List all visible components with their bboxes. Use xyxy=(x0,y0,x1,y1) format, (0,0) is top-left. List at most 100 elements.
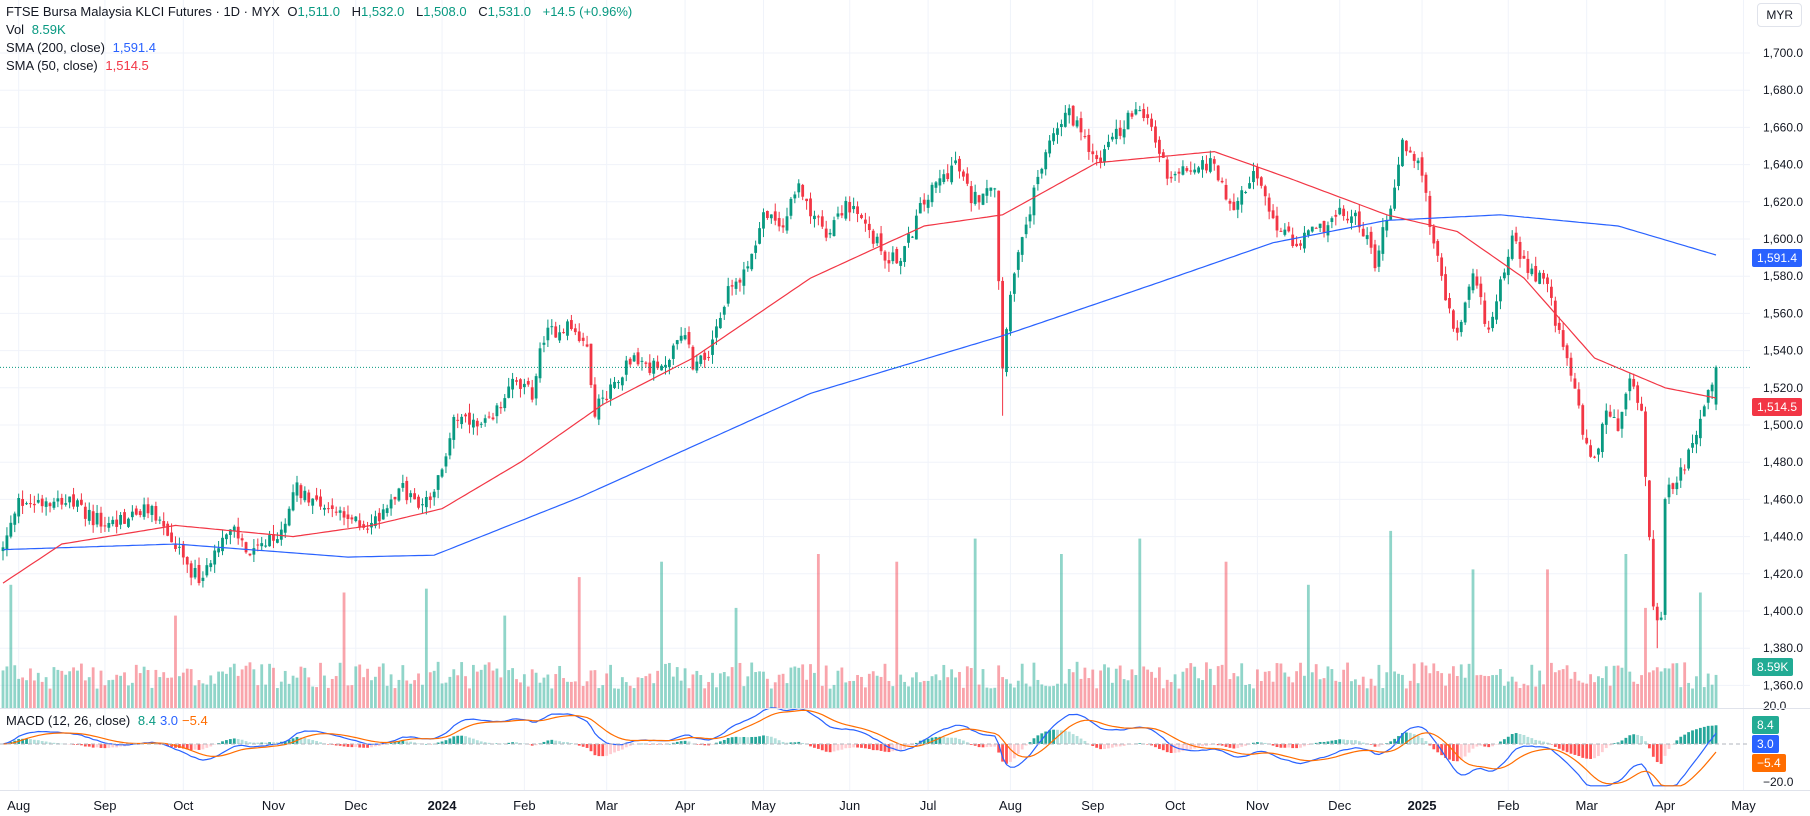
volume-bar xyxy=(1354,679,1357,708)
candle-body xyxy=(299,485,303,499)
volume-bar xyxy=(962,687,965,708)
candle-body xyxy=(907,233,910,243)
candle-body xyxy=(287,508,291,526)
macd-histogram-bar xyxy=(942,736,946,744)
candle-body xyxy=(593,384,597,417)
candle-body xyxy=(1463,302,1467,323)
candle-body xyxy=(1436,241,1440,256)
volume-bar xyxy=(507,670,511,708)
macd-histogram-bar xyxy=(29,739,32,744)
volume-bar xyxy=(1048,686,1052,708)
macd-histogram-bar xyxy=(907,744,910,747)
volume-legend[interactable]: Vol 8.59K xyxy=(6,21,70,39)
volume-bar xyxy=(942,664,946,708)
volume-bar xyxy=(436,661,440,708)
volume-bar xyxy=(25,680,28,708)
macd-histogram-bar xyxy=(1495,744,1498,745)
candle-body xyxy=(899,260,903,266)
candle-body xyxy=(499,407,503,409)
volume-bar xyxy=(1165,679,1169,708)
macd-histogram-bar xyxy=(585,744,589,748)
candle-body xyxy=(123,512,126,524)
candle-body xyxy=(507,386,511,398)
candle-body xyxy=(1514,232,1518,242)
volume-bar xyxy=(397,679,401,708)
macd-histogram-bar xyxy=(718,741,722,744)
candle-body xyxy=(930,184,934,203)
volume-bar xyxy=(162,672,166,708)
volume-bar xyxy=(981,669,985,708)
candle-body xyxy=(111,519,115,525)
macd-legend[interactable]: MACD (12, 26, close) 8.4 3.0 −5.4 xyxy=(6,712,212,730)
candle-body xyxy=(605,398,609,401)
volume-bar xyxy=(856,674,859,708)
macd-axis-label: −20.0 xyxy=(1763,775,1794,789)
macd-histogram-bar xyxy=(107,744,111,748)
currency-button[interactable]: MYR xyxy=(1757,3,1802,27)
volume-bar xyxy=(68,671,72,708)
macd-histogram-bar xyxy=(83,744,87,747)
volume-bar xyxy=(1679,687,1683,708)
macd-histogram-bar xyxy=(21,738,24,744)
volume-bar xyxy=(824,665,828,708)
macd-histogram-bar xyxy=(867,744,871,749)
volume-bar xyxy=(1169,682,1173,708)
candle-body xyxy=(973,191,977,204)
candle-body xyxy=(1448,297,1451,309)
candle-body xyxy=(174,544,177,549)
candle-body xyxy=(456,419,460,421)
volume-bar xyxy=(1103,664,1106,708)
macd-histogram-bar xyxy=(1448,744,1451,760)
sma50-legend[interactable]: SMA (50, close) 1,514.5 xyxy=(6,57,153,75)
candle-body xyxy=(1099,157,1102,163)
macd-histogram-bar xyxy=(111,744,115,748)
sma200-legend[interactable]: SMA (200, close) 1,591.4 xyxy=(6,39,160,57)
macd-hist-badge: 8.4 xyxy=(1752,716,1779,734)
candle-body xyxy=(260,543,264,547)
volume-bar xyxy=(1585,683,1589,708)
candle-body xyxy=(1354,212,1357,217)
volume-bar xyxy=(1550,662,1553,708)
macd-line-value: 3.0 xyxy=(159,713,179,728)
candle-body xyxy=(1397,164,1400,186)
macd-histogram-bar xyxy=(593,744,597,756)
macd-histogram-bar xyxy=(1075,735,1079,744)
candle-body xyxy=(181,543,185,558)
macd-histogram-bar xyxy=(938,736,942,744)
macd-histogram-bar xyxy=(346,744,350,747)
symbol-title[interactable]: FTSE Bursa Malaysia KLCI Futures · 1D · … xyxy=(6,4,280,19)
volume-bar xyxy=(526,686,530,708)
candle-body xyxy=(1075,120,1079,127)
volume-bar xyxy=(691,674,695,708)
candle-body xyxy=(1459,321,1463,333)
volume-bar xyxy=(1271,681,1275,708)
candle-body xyxy=(1071,105,1075,126)
candle-body xyxy=(1216,165,1220,181)
macd-histogram-bar xyxy=(201,744,205,750)
candle-body xyxy=(1056,128,1059,135)
volume-bar xyxy=(820,685,824,708)
volume-bar xyxy=(460,662,464,708)
time-axis-label: Feb xyxy=(513,798,535,813)
candle-body xyxy=(1444,274,1447,301)
volume-bar xyxy=(91,667,95,708)
candle-body xyxy=(969,186,973,204)
candle-body xyxy=(342,511,346,518)
candle-body xyxy=(566,321,569,336)
candle-body xyxy=(766,211,769,218)
volume-bar xyxy=(115,674,119,708)
candle-body xyxy=(546,327,550,341)
volume-bar xyxy=(389,674,393,708)
volume-bar xyxy=(264,684,268,708)
candle-body xyxy=(534,376,538,399)
macd-signal-value: −5.4 xyxy=(182,713,208,728)
volume-bar xyxy=(758,671,761,708)
axes: Aug Sep Oct Nov Dec 2024 Feb Mar Apr May Jun Jul Aug… xyxy=(0,46,1810,813)
volume-bar xyxy=(965,666,969,708)
candle-body xyxy=(460,416,464,425)
volume-bar xyxy=(1110,682,1114,708)
candle-body xyxy=(444,456,448,467)
volume-bar xyxy=(1342,669,1346,708)
candle-body xyxy=(1624,393,1628,410)
